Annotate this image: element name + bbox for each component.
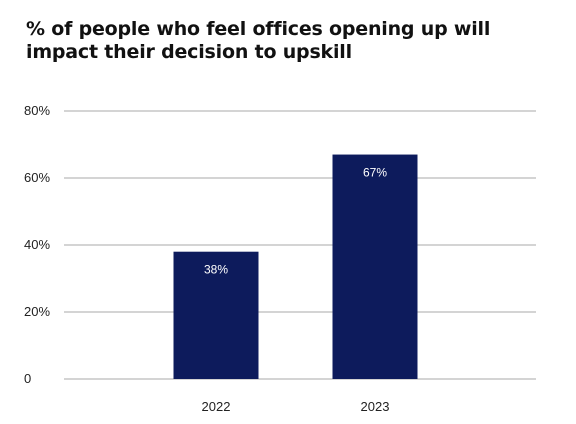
bar-2022 bbox=[173, 251, 259, 379]
y-tick-label-0: 0 bbox=[24, 371, 31, 386]
chart-title: % of people who feel offices opening up … bbox=[26, 18, 491, 63]
data-label-2023: 67% bbox=[363, 166, 387, 180]
bar-2023 bbox=[332, 154, 418, 379]
data-label-2022: 38% bbox=[204, 263, 228, 277]
x-tick-label-2022: 2022 bbox=[202, 399, 231, 414]
y-tick-label-4: 80% bbox=[24, 103, 50, 118]
gridlines bbox=[64, 110, 536, 380]
y-tick-label-1: 20% bbox=[24, 304, 50, 319]
bars bbox=[173, 154, 418, 379]
x-tick-label-2023: 2023 bbox=[361, 399, 390, 414]
y-tick-label-2: 40% bbox=[24, 237, 50, 252]
labels: 0 20% 40% 60% 80% 38% 2022 67% 2023 bbox=[24, 103, 389, 414]
y-tick-label-3: 60% bbox=[24, 170, 50, 185]
